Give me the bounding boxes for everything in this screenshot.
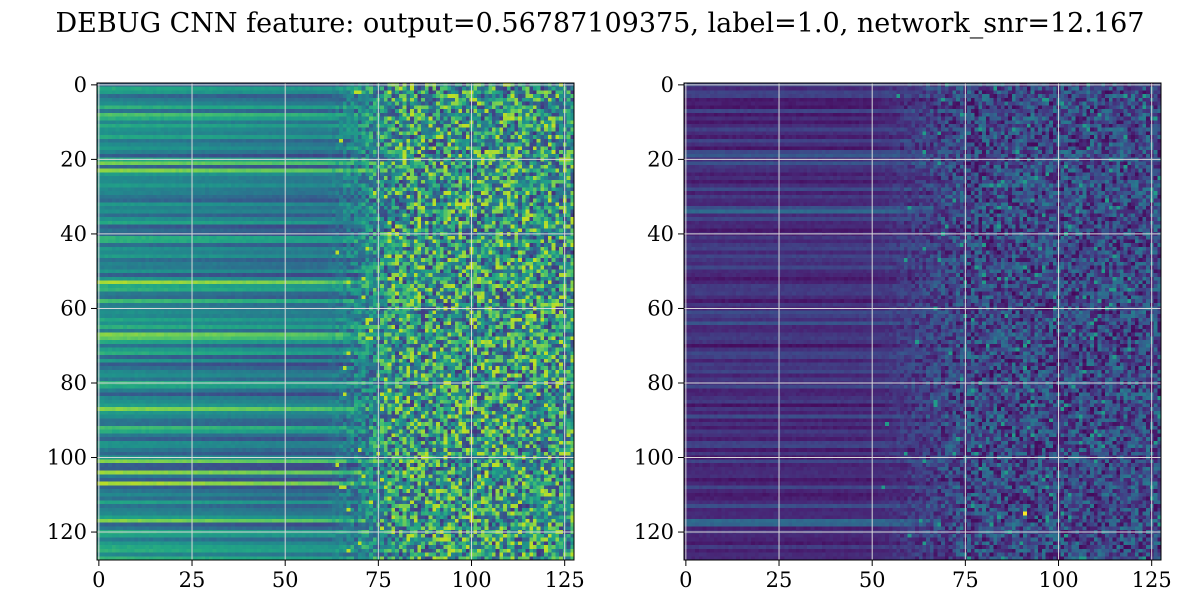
x-tick-label: 100	[451, 568, 491, 592]
y-tick-label: 40	[647, 222, 674, 246]
heatmap-cells	[684, 83, 1161, 560]
y-tick-label: 80	[60, 371, 87, 395]
y-tick-label: 20	[647, 147, 674, 171]
y-tick-label: 80	[647, 371, 674, 395]
heatmap-cells	[97, 83, 574, 560]
x-tick-label: 0	[92, 568, 105, 592]
figure-title: DEBUG CNN feature: output=0.56787109375,…	[55, 8, 1145, 39]
heatmap-panel-right: 0 25 50 75 100 125 0 20 40 60 80 100 120	[634, 73, 1172, 592]
y-tick-label: 120	[634, 520, 674, 544]
y-tick-label: 40	[60, 222, 87, 246]
x-tick-label: 25	[766, 568, 793, 592]
axes-frame	[683, 82, 1162, 561]
heatmap-panel-left: 0 25 50 75 100 125 0 20 40 60 80 100 120	[47, 73, 585, 592]
x-tick-label: 50	[272, 568, 299, 592]
y-tick-label: 60	[60, 296, 87, 320]
y-tick-label: 100	[47, 446, 87, 470]
y-tick-label: 120	[47, 520, 87, 544]
x-tick-label: 50	[859, 568, 886, 592]
y-tick-label: 0	[661, 73, 674, 97]
x-tick-label: 75	[952, 568, 979, 592]
x-tick-label: 25	[179, 568, 206, 592]
axes-frame	[96, 82, 575, 561]
x-tick-label: 125	[1132, 568, 1172, 592]
y-tick-label: 60	[647, 296, 674, 320]
y-tick-label: 0	[74, 73, 87, 97]
x-tick-label: 75	[365, 568, 392, 592]
x-tick-label: 0	[679, 568, 692, 592]
x-tick-label: 100	[1038, 568, 1078, 592]
y-tick-label: 20	[60, 147, 87, 171]
y-tick-label: 100	[634, 446, 674, 470]
x-tick-label: 125	[545, 568, 585, 592]
